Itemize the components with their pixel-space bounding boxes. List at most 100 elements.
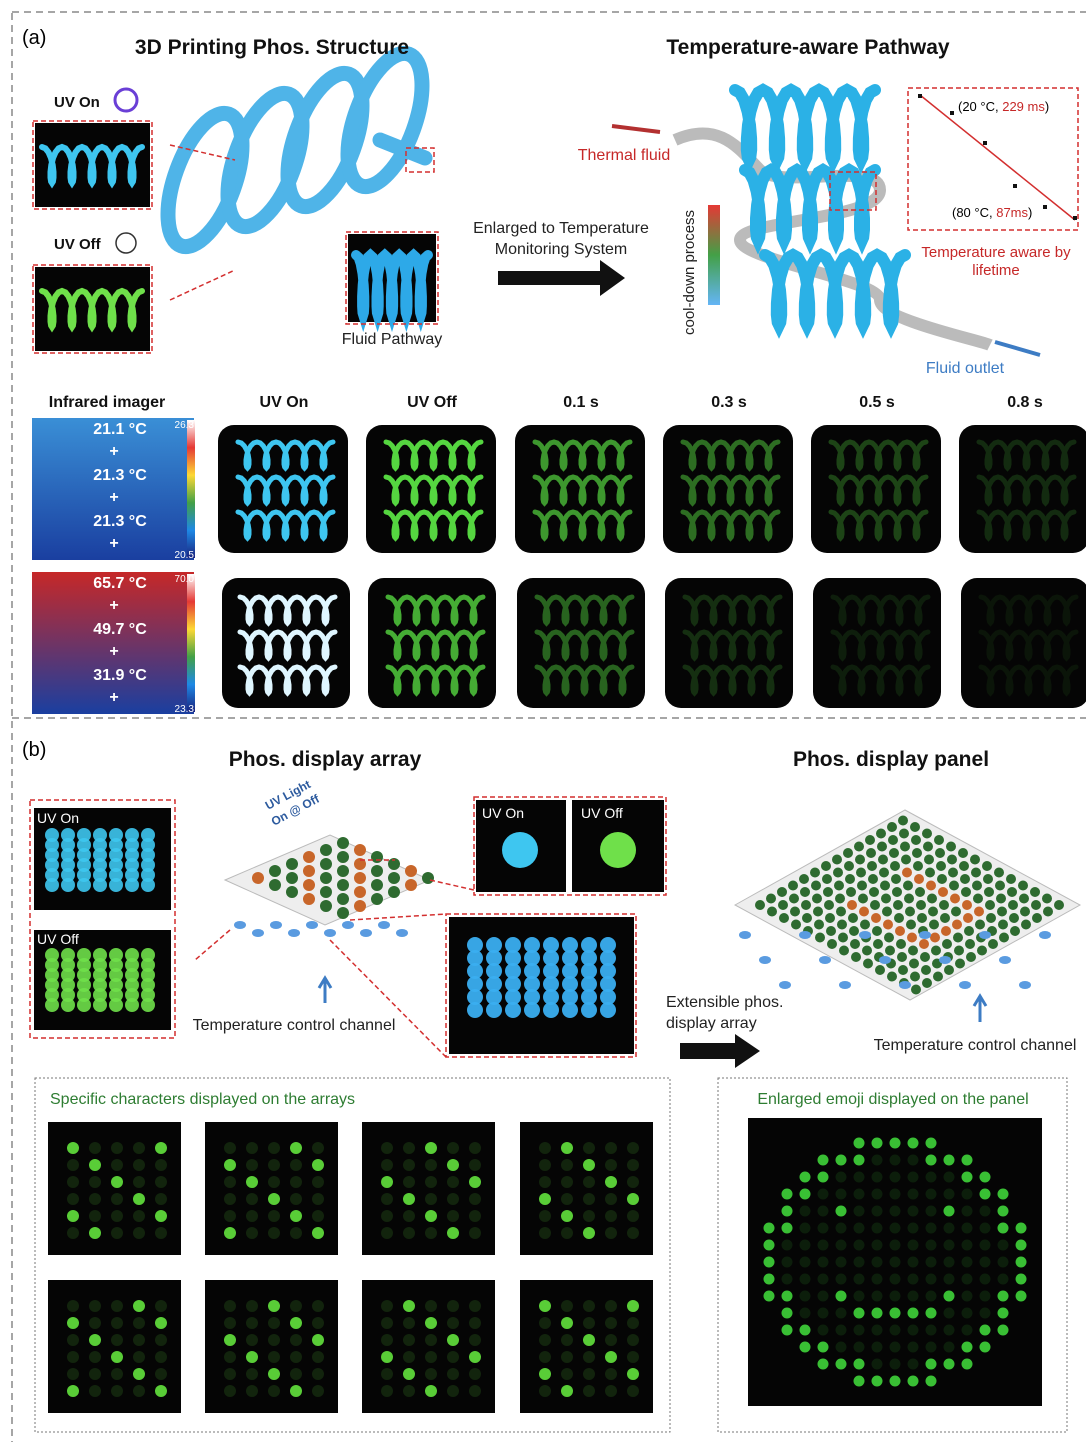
pixel [925, 1358, 937, 1370]
pixel [822, 874, 832, 884]
marker: + [109, 643, 118, 660]
pixel [403, 1176, 415, 1188]
pixel [889, 1154, 901, 1166]
pixel [817, 1358, 829, 1370]
pixel [799, 1171, 811, 1183]
pixel [914, 874, 924, 884]
pixel [539, 1210, 551, 1222]
pixel [67, 1334, 79, 1346]
coil [976, 509, 1077, 542]
pixel [561, 1334, 573, 1346]
pixel [835, 1171, 847, 1183]
pixel [583, 1385, 595, 1397]
coil [680, 474, 781, 507]
pixel [403, 1300, 415, 1312]
dot [141, 858, 155, 872]
pixel [973, 893, 983, 904]
pixel [979, 1324, 991, 1336]
pixel [561, 1385, 573, 1397]
pixel [835, 1188, 847, 1200]
pixel [89, 1176, 101, 1188]
pixel [627, 1334, 639, 1346]
dot [505, 963, 521, 979]
pixel [111, 1385, 123, 1397]
pixel [155, 1368, 167, 1380]
uv-icon [113, 87, 139, 113]
pixel [863, 958, 873, 969]
pixel [912, 848, 922, 858]
pixel [941, 926, 951, 936]
pixel [979, 1222, 991, 1234]
pixel [960, 874, 970, 884]
coil [682, 594, 783, 627]
pixel [89, 1193, 101, 1205]
pixel [921, 965, 931, 975]
pixel [268, 1159, 280, 1171]
paren: ) [1028, 205, 1032, 220]
pixel [469, 1176, 481, 1188]
pixel [889, 1256, 901, 1268]
dot [77, 978, 91, 992]
dot [505, 989, 521, 1005]
pixel [89, 1300, 101, 1312]
dot [45, 878, 59, 892]
dot [77, 868, 91, 882]
label: UV On [54, 94, 100, 111]
pixel [895, 926, 905, 936]
pixel [922, 828, 932, 839]
channel [939, 956, 951, 964]
channel [779, 981, 791, 989]
pixel [89, 1317, 101, 1329]
pixel [850, 939, 860, 949]
pixel [846, 887, 856, 897]
pixel [1019, 893, 1029, 904]
pixel [837, 919, 847, 930]
pixel [1009, 913, 1019, 923]
pixel [907, 1273, 919, 1285]
pixel [561, 1368, 573, 1380]
pixel [133, 1368, 145, 1380]
pixel [955, 958, 965, 969]
pixel [871, 1256, 883, 1268]
pixel [925, 1222, 937, 1234]
dot [581, 937, 597, 953]
pixel [781, 1273, 793, 1285]
pixel [965, 939, 975, 949]
pixel [763, 1222, 775, 1234]
scale-min: 23.3 [175, 704, 195, 715]
pixel [853, 1341, 865, 1353]
pixel [931, 945, 941, 956]
point [1043, 205, 1047, 209]
pixel [961, 1273, 973, 1285]
pixel [879, 867, 889, 878]
pixel [290, 1317, 302, 1329]
colorbar [187, 420, 195, 558]
pixel [290, 1334, 302, 1346]
coil [534, 594, 635, 627]
inset-pixel [600, 832, 636, 868]
pixel [799, 1239, 811, 1251]
pixel [777, 887, 787, 897]
pixel [1008, 900, 1018, 910]
pixel [268, 1317, 280, 1329]
caption: display array [666, 1015, 757, 1032]
pixel [971, 867, 981, 878]
caption: lifetime [972, 262, 1020, 279]
spiral-end [372, 132, 433, 166]
pixel [856, 867, 866, 878]
pixel [224, 1227, 236, 1239]
coil [383, 509, 484, 542]
dot [562, 989, 578, 1005]
dot [543, 950, 559, 966]
channel [979, 931, 991, 939]
pixel [889, 1307, 901, 1319]
pixel [869, 887, 879, 897]
channel [759, 956, 771, 964]
pixel [766, 893, 776, 904]
pixel [859, 906, 869, 917]
caption: Specific characters displayed on the arr… [50, 1091, 355, 1108]
pixel [889, 1188, 901, 1200]
dot [93, 838, 107, 852]
pixel [155, 1176, 167, 1188]
